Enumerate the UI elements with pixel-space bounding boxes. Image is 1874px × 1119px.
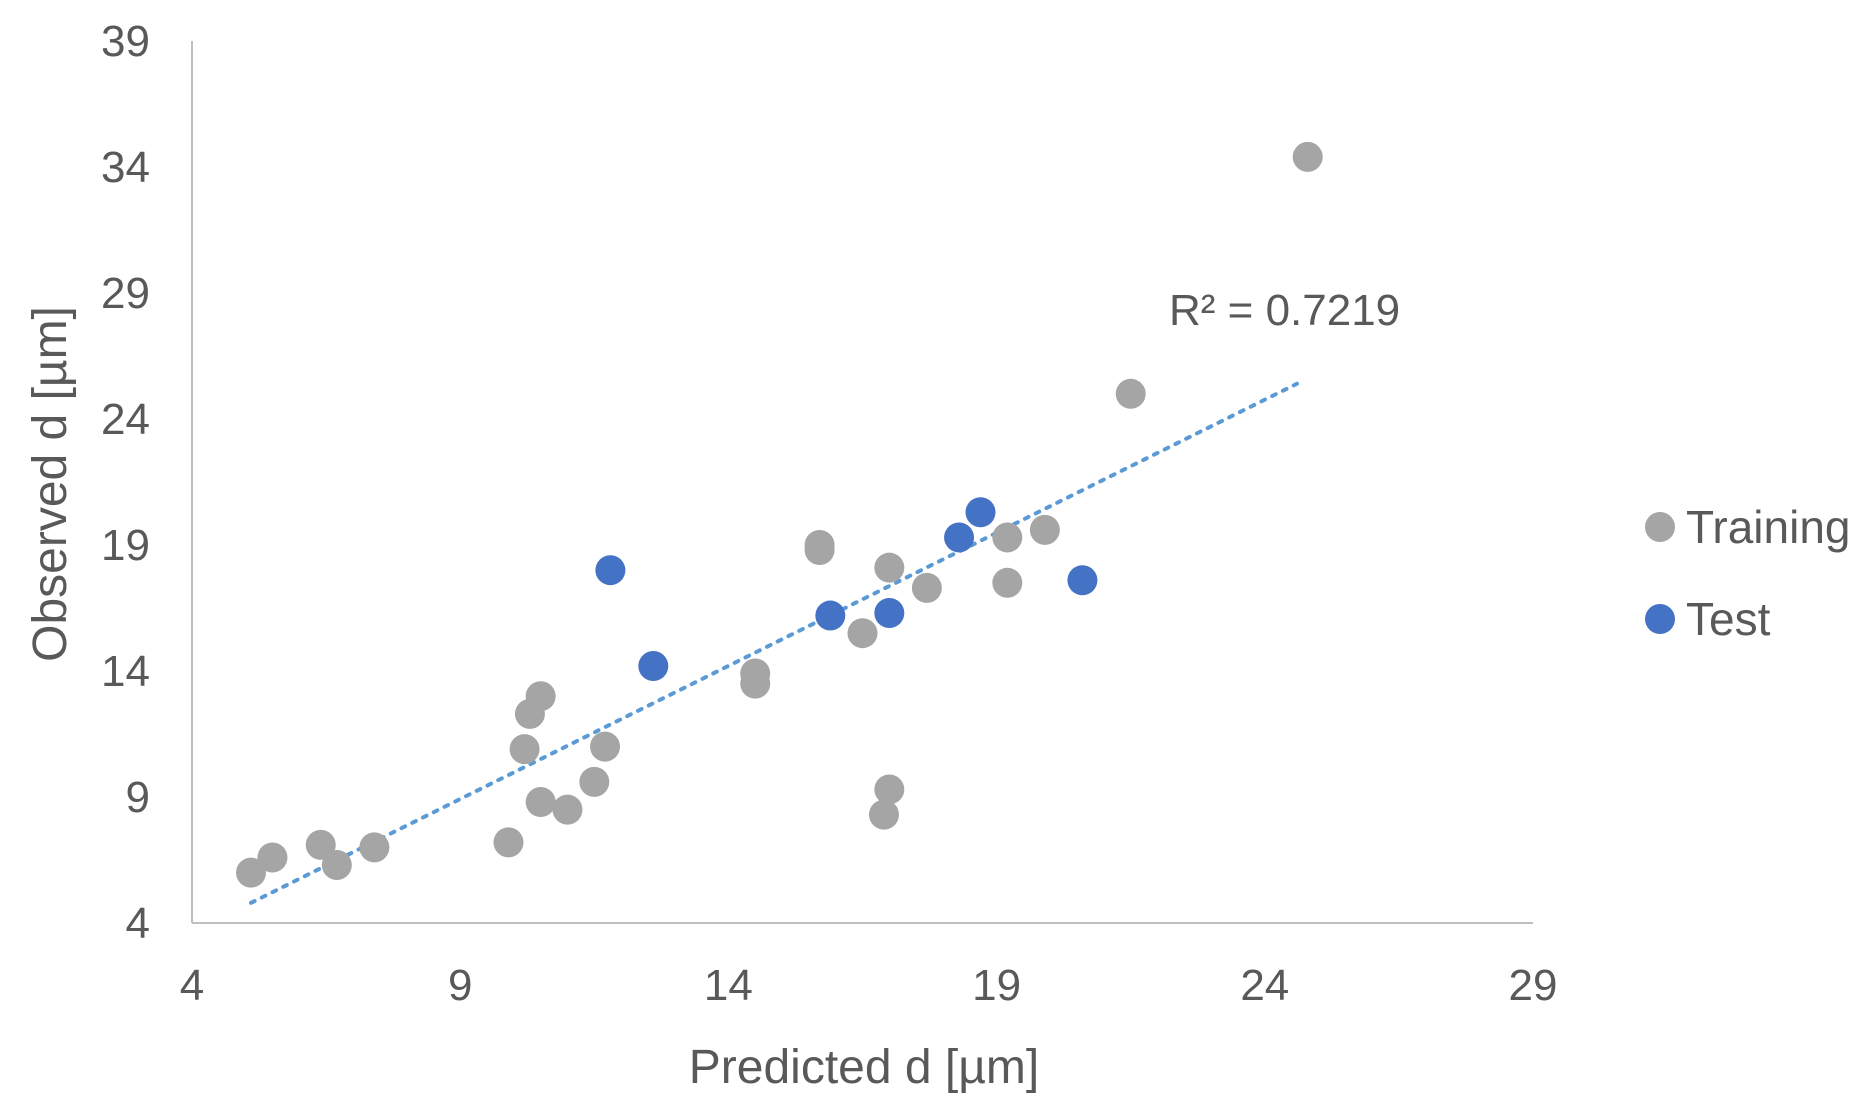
x-tick-label: 29 <box>1509 961 1558 1010</box>
training-point <box>305 829 336 860</box>
legend-marker-test <box>1645 604 1675 634</box>
y-tick-label: 14 <box>101 647 150 696</box>
training-point <box>579 766 610 797</box>
training-point <box>911 572 942 603</box>
y-axis-label: Observed d [µm] <box>24 306 77 662</box>
legend-marker-training <box>1645 512 1675 542</box>
test-point <box>965 497 996 528</box>
r-squared-annotation: R² = 0.7219 <box>1169 286 1400 335</box>
y-tick-label: 34 <box>101 143 150 192</box>
training-point <box>525 681 556 712</box>
test-point <box>874 598 905 629</box>
x-tick-labels: 4 9 14 19 24 29 <box>180 961 1558 1010</box>
x-tick-label: 19 <box>972 961 1021 1010</box>
training-point <box>359 832 390 863</box>
y-tick-label: 39 <box>101 17 150 66</box>
axes <box>191 41 1533 924</box>
training-point <box>525 787 556 818</box>
training-point <box>1115 378 1146 409</box>
legend: Training Test <box>1645 501 1850 645</box>
training-point <box>847 618 878 649</box>
x-tick-label: 4 <box>180 961 204 1010</box>
training-point <box>804 535 835 566</box>
training-point <box>740 668 771 699</box>
test-point <box>944 522 975 553</box>
training-point <box>992 567 1023 598</box>
trendline <box>249 381 1299 905</box>
training-point <box>509 734 540 765</box>
y-tick-label: 29 <box>101 269 150 318</box>
y-tick-label: 19 <box>101 521 150 570</box>
x-tick-label: 9 <box>448 961 472 1010</box>
legend-label-training: Training <box>1686 501 1850 553</box>
training-point <box>874 552 905 583</box>
x-axis-label: Predicted d [µm] <box>689 1041 1039 1094</box>
y-tick-labels: 4 9 14 19 24 29 34 39 <box>101 17 150 948</box>
legend-label-test: Test <box>1686 593 1771 645</box>
test-point <box>595 555 626 586</box>
training-point <box>590 731 621 762</box>
training-point <box>552 794 583 825</box>
x-tick-label: 14 <box>704 961 753 1010</box>
training-point <box>868 799 899 830</box>
training-point <box>874 774 905 805</box>
y-tick-label: 9 <box>126 773 150 822</box>
training-point <box>321 850 352 881</box>
training-point <box>992 522 1023 553</box>
test-point <box>638 650 669 681</box>
training-point <box>1292 141 1323 172</box>
training-point <box>1029 514 1060 545</box>
y-tick-label: 24 <box>101 395 150 444</box>
test-point <box>815 600 846 631</box>
y-tick-label: 4 <box>126 899 150 948</box>
x-tick-label: 24 <box>1240 961 1289 1010</box>
data-points <box>236 141 1323 888</box>
training-point <box>257 842 288 873</box>
training-point <box>236 857 267 888</box>
test-point <box>1067 565 1098 596</box>
training-point <box>493 827 524 858</box>
